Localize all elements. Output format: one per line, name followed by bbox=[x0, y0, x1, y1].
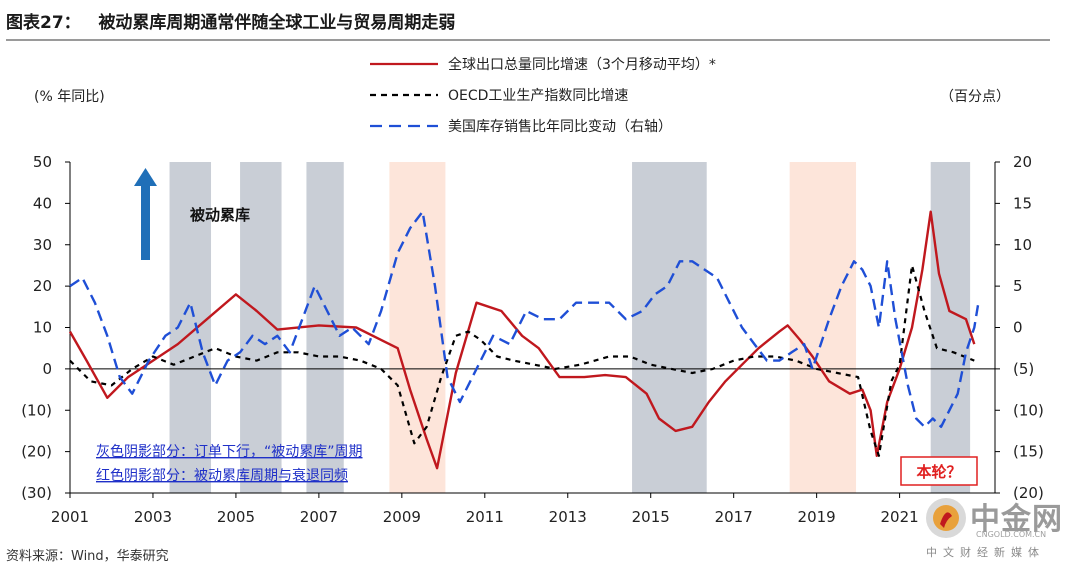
right-tick-label: (10) bbox=[1013, 401, 1044, 419]
watermark: 中金网 CNGOLD.COM.CN 中文财经新媒体 bbox=[920, 492, 1075, 567]
red-shading-note: 红色阴影部分：被动累库周期与衰退同频 bbox=[96, 467, 348, 484]
passive-arrow-head bbox=[134, 168, 157, 186]
x-tick-label: 2009 bbox=[383, 508, 421, 526]
legend-label-oecd: OECD工业生产指数同比增速 bbox=[448, 87, 629, 104]
legend-swatch-export bbox=[370, 62, 438, 65]
x-tick-label: 2011 bbox=[466, 508, 504, 526]
chart-legend: 全球出口总量同比增速（3个月移动平均）* OECD工业生产指数同比增速 美国库存… bbox=[368, 48, 716, 141]
figure-label: 图表27： bbox=[6, 13, 81, 33]
watermark-logo-icon bbox=[926, 498, 966, 538]
legend-item-export: 全球出口总量同比增速（3个月移动平均）* bbox=[368, 48, 716, 79]
right-tick-label: (15) bbox=[1013, 443, 1044, 461]
x-tick-label: 2021 bbox=[881, 508, 919, 526]
passive-label: 被动累库 bbox=[190, 206, 250, 224]
left-axis-unit: (% 年同比) bbox=[34, 89, 105, 105]
x-tick-label: 2003 bbox=[134, 508, 172, 526]
legend-item-oecd: OECD工业生产指数同比增速 bbox=[368, 79, 716, 110]
right-tick-label: 15 bbox=[1013, 194, 1032, 212]
x-tick-label: 2007 bbox=[300, 508, 338, 526]
right-tick-label: 20 bbox=[1013, 153, 1032, 171]
right-tick-label: (5) bbox=[1013, 360, 1034, 378]
figure-title-text: 被动累库周期通常伴随全球工业与贸易周期走弱 bbox=[98, 13, 456, 33]
x-tick-label: 2017 bbox=[715, 508, 753, 526]
shaded-period-red bbox=[789, 162, 857, 493]
legend-swatch-inventory bbox=[370, 124, 438, 127]
right-axis-unit: （百分点） bbox=[940, 89, 1010, 105]
source-note: 资料来源：Wind，华泰研究 bbox=[6, 549, 169, 564]
x-tick-label: 2019 bbox=[798, 508, 836, 526]
left-tick-label: 30 bbox=[33, 236, 52, 254]
left-tick-label: (20) bbox=[21, 443, 52, 461]
legend-label-inventory: 美国库存销售比年同比变动（右轴） bbox=[448, 118, 672, 135]
left-tick-label: 40 bbox=[33, 194, 52, 212]
shaded-period-grey bbox=[930, 162, 971, 493]
right-tick-label: 0 bbox=[1013, 319, 1023, 337]
title-divider bbox=[6, 39, 1050, 41]
series-line-export bbox=[68, 210, 976, 470]
current-cycle-label: 本轮？ bbox=[916, 463, 961, 481]
left-tick-label: 50 bbox=[33, 153, 52, 171]
left-tick-label: 10 bbox=[33, 319, 52, 337]
shaded-period-grey bbox=[632, 162, 707, 493]
legend-item-inventory: 美国库存销售比年同比变动（右轴） bbox=[368, 110, 716, 141]
left-tick-label: 0 bbox=[42, 360, 52, 378]
left-tick-label: 20 bbox=[33, 277, 52, 295]
right-tick-label: (20) bbox=[1013, 484, 1044, 502]
series-line-oecd bbox=[69, 264, 975, 457]
left-tick-label: (10) bbox=[21, 401, 52, 419]
x-tick-label: 2001 bbox=[51, 508, 89, 526]
watermark-sub: 中文财经新媒体 bbox=[926, 546, 1045, 559]
legend-swatch-oecd bbox=[370, 93, 438, 96]
grey-shading-note: 灰色阴影部分：订单下行，“被动累库”周期 bbox=[96, 443, 363, 460]
left-tick-label: (30) bbox=[21, 484, 52, 502]
x-tick-label: 2015 bbox=[632, 508, 670, 526]
chart-svg: 50403020100(10)(20)(30)20151050(5)(10)(1… bbox=[21, 153, 1044, 526]
legend-label-export: 全球出口总量同比增速（3个月移动平均）* bbox=[448, 56, 716, 73]
right-tick-label: 5 bbox=[1013, 277, 1023, 295]
passive-arrow-shaft bbox=[141, 182, 150, 260]
current-cycle-box bbox=[900, 456, 978, 486]
x-tick-label: 2005 bbox=[217, 508, 255, 526]
watermark-url: CNGOLD.COM.CN bbox=[976, 530, 1047, 539]
right-tick-label: 10 bbox=[1013, 236, 1032, 254]
watermark-name: 中金网 bbox=[970, 502, 1063, 537]
shaded-period-red bbox=[389, 162, 446, 493]
x-tick-label: 2013 bbox=[549, 508, 587, 526]
figure-title: 图表27： 被动累库周期通常伴随全球工业与贸易周期走弱 bbox=[6, 8, 455, 33]
